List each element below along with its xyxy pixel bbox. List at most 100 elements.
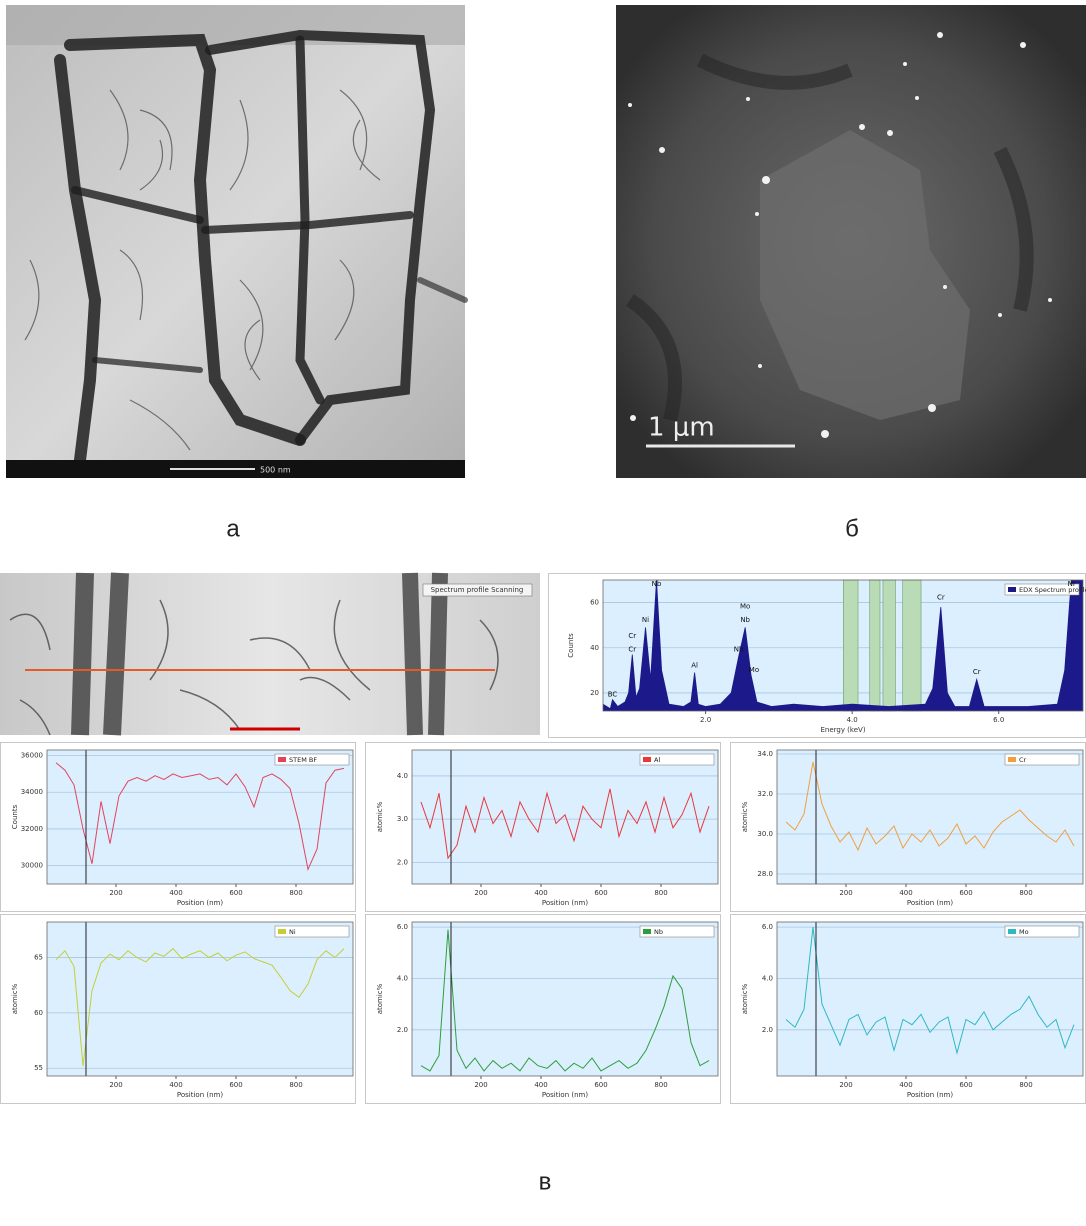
band <box>903 580 921 711</box>
y-axis-label: atomic% <box>741 801 749 832</box>
y-axis-label: atomic% <box>376 801 384 832</box>
y-tick-label: 30.0 <box>757 830 773 838</box>
x-tick-label: 600 <box>594 1081 607 1089</box>
peak-label: Mo <box>740 603 750 611</box>
chart: 2.0 3.0 4.0 200 400 600 800 Al Position (nm) atom… <box>366 743 721 912</box>
plot-background <box>412 750 718 884</box>
peak-label: Ni <box>642 616 649 624</box>
x-tick-label: 600 <box>959 1081 972 1089</box>
peak-label: Nb <box>740 616 750 624</box>
x-axis-label: Position (nm) <box>177 899 223 907</box>
x-tick-label: 200 <box>109 889 122 897</box>
x-tick-label: 800 <box>1019 1081 1032 1089</box>
x-tick-label: 200 <box>839 889 852 897</box>
x-tick-label: 800 <box>1019 889 1032 897</box>
y-tick-label: 28.0 <box>757 870 773 878</box>
y-tick-label: 2.0 <box>762 1026 773 1034</box>
x-axis-label: Position (nm) <box>907 899 953 907</box>
legend-label: Al <box>654 756 660 764</box>
peak-label: Cr <box>937 594 945 602</box>
x-tick-label: 800 <box>654 1081 667 1089</box>
x-tick-label: 400 <box>899 889 912 897</box>
micrograph-b: 1 μm <box>616 5 1086 478</box>
legend-box <box>640 926 714 937</box>
y-axis-label: atomic% <box>741 983 749 1014</box>
peak-label: Cr <box>628 646 636 654</box>
x-tick-label: 2.0 <box>700 716 711 724</box>
plot-background <box>777 750 1083 884</box>
y-tick-label: 60 <box>34 1009 43 1017</box>
peak-label: Cr <box>973 668 981 676</box>
x-axis-label: Position (nm) <box>542 1091 588 1099</box>
band <box>843 580 858 711</box>
y-tick-label: 2.0 <box>397 858 408 866</box>
y-tick-label: 40 <box>590 644 599 652</box>
scale-label: 1 μm <box>648 413 715 443</box>
legend-swatch <box>278 757 286 762</box>
legend-box <box>275 926 349 937</box>
x-tick-label: 800 <box>289 1081 302 1089</box>
y-tick-label: 3.0 <box>397 815 408 823</box>
legend-swatch <box>1008 757 1016 762</box>
figure-label: в <box>539 1168 552 1195</box>
x-tick-label: 400 <box>534 889 547 897</box>
band <box>870 580 880 711</box>
y-axis-label: Counts <box>11 804 19 829</box>
y-tick-label: 4.0 <box>397 772 408 780</box>
x-axis-label: Position (nm) <box>907 1091 953 1099</box>
legend-label: Ni <box>289 928 296 936</box>
legend-label: Nb <box>654 928 663 936</box>
legend-swatch <box>1008 587 1016 592</box>
legend-box <box>1005 754 1079 765</box>
x-tick-label: 200 <box>474 889 487 897</box>
y-tick-label: 2.0 <box>397 1026 408 1034</box>
x-tick-label: 6.0 <box>993 716 1004 724</box>
micrograph-a: 500 nm <box>6 5 465 478</box>
y-tick-label: 6.0 <box>762 923 773 931</box>
legend-swatch <box>1008 929 1016 934</box>
x-tick-label: 400 <box>534 1081 547 1089</box>
figure-label: а <box>226 515 240 542</box>
y-tick-label: 36000 <box>21 752 43 760</box>
y-tick-label: 30000 <box>21 862 43 870</box>
x-axis-label: Position (nm) <box>542 899 588 907</box>
legend-swatch <box>643 929 651 934</box>
peak-label: Nb <box>652 580 662 588</box>
y-axis-label: Counts <box>567 633 575 658</box>
x-tick-label: 600 <box>229 1081 242 1089</box>
x-tick-label: 800 <box>289 889 302 897</box>
peak-label: Al <box>691 661 698 669</box>
x-tick-label: 4.0 <box>847 716 858 724</box>
y-axis-label: atomic% <box>376 983 384 1014</box>
y-tick-label: 65 <box>34 953 43 961</box>
y-axis-label: atomic% <box>11 983 19 1014</box>
legend-box <box>1005 926 1079 937</box>
x-tick-label: 400 <box>899 1081 912 1089</box>
y-tick-label: 32.0 <box>757 790 773 798</box>
x-tick-label: 400 <box>169 1081 182 1089</box>
plot-background <box>47 922 353 1076</box>
y-tick-label: 34000 <box>21 788 43 796</box>
y-tick-label: 34.0 <box>757 750 773 758</box>
y-tick-label: 4.0 <box>397 974 408 982</box>
peak-label: Cr <box>628 632 636 640</box>
x-tick-label: 800 <box>654 889 667 897</box>
peak-label: Nb <box>734 646 744 654</box>
x-tick-label: 600 <box>959 889 972 897</box>
y-tick-label: 6.0 <box>397 923 408 931</box>
legend-label: Mo <box>1019 928 1029 936</box>
y-tick-label: 4.0 <box>762 974 773 982</box>
x-axis-label: Position (nm) <box>177 1091 223 1099</box>
plot-background <box>777 922 1083 1076</box>
plot-background <box>603 580 1083 711</box>
legend-box <box>640 754 714 765</box>
micrograph-c: Spectrum profile Scanning <box>0 573 540 735</box>
x-tick-label: 600 <box>594 889 607 897</box>
